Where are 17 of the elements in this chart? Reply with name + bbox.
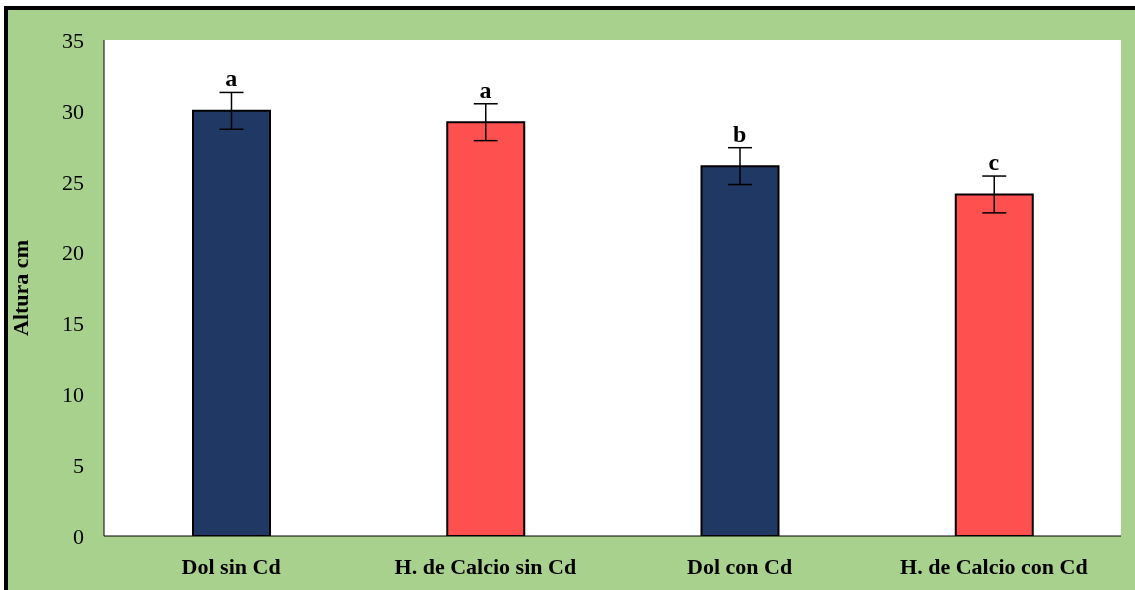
y-tick-label: 20 — [62, 240, 84, 266]
x-tick-label: Dol sin Cd — [181, 553, 281, 579]
x-tick-label: Dol con Cd — [687, 553, 793, 579]
annotation: a — [225, 65, 238, 92]
annotation: c — [988, 149, 1000, 176]
y-tick-label: 5 — [73, 452, 84, 478]
x-tick-label: H. de Calcio con Cd — [900, 553, 1088, 579]
y-tick-label: 15 — [62, 311, 84, 337]
y-tick-label: 0 — [73, 523, 84, 549]
y-axis-title: Altura cm — [7, 240, 33, 336]
y-tick-label: 10 — [62, 382, 84, 408]
annotation: a — [479, 76, 492, 103]
x-tick-label: H. de Calcio sin Cd — [394, 553, 577, 579]
y-tick-label: 25 — [62, 169, 84, 195]
annotation: b — [732, 120, 747, 147]
y-tick-label: 35 — [62, 27, 84, 53]
y-tick-label: 30 — [62, 98, 84, 124]
